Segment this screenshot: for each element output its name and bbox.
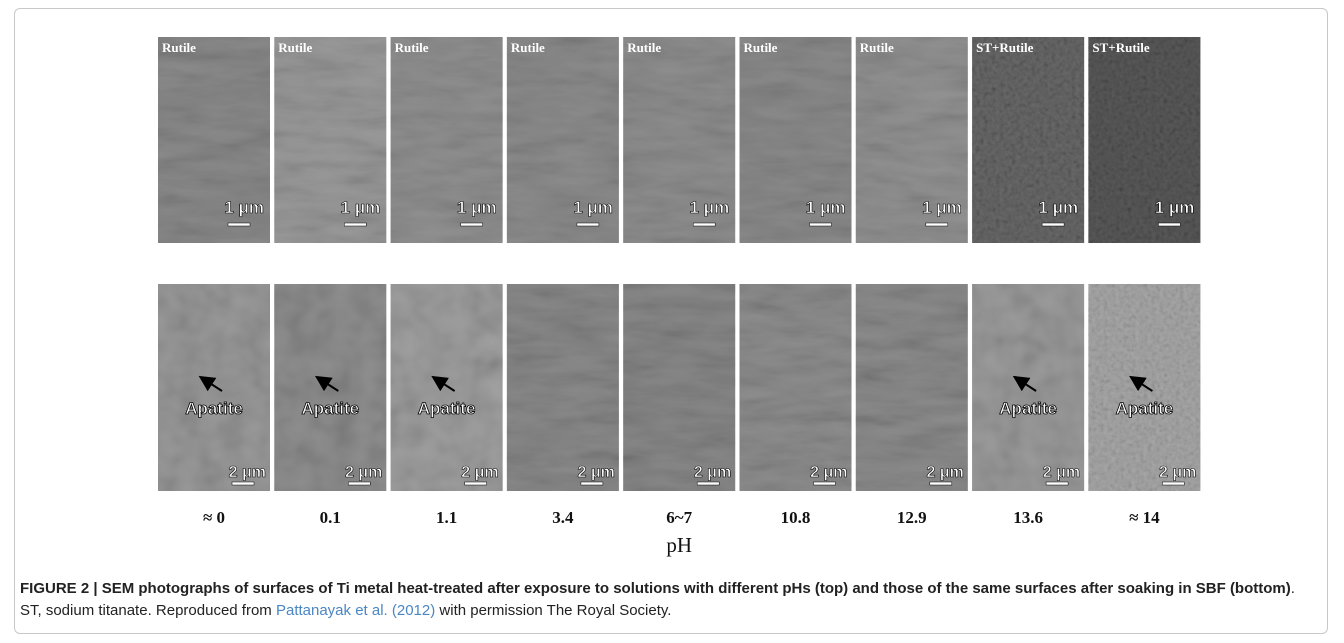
ph-label: 3.4 <box>552 508 574 527</box>
scale-bar <box>464 481 487 486</box>
sem-texture <box>506 37 619 243</box>
scale-label: 2 μm <box>1159 464 1196 481</box>
arrow <box>314 375 339 392</box>
scale-label: 2 μm <box>694 464 731 481</box>
axis-label: pH <box>666 533 692 557</box>
scale-label: 1 μm <box>341 198 381 217</box>
scale-bar <box>809 222 832 227</box>
scale-label: 1 μm <box>224 198 264 217</box>
scale-label: 2 μm <box>578 464 615 481</box>
scale-bar <box>231 481 255 486</box>
figure-frame <box>14 8 1328 634</box>
scale-label: 1 μm <box>806 198 846 217</box>
scale-bar <box>576 222 600 227</box>
scale-bar <box>925 222 949 227</box>
scale-label: 1 μm <box>457 198 497 217</box>
panel-label: Rutile <box>511 40 545 55</box>
sem-texture <box>855 37 968 243</box>
sem-texture <box>274 37 387 243</box>
scale-label: 2 μm <box>229 464 266 481</box>
ph-label: 1.1 <box>436 508 457 527</box>
scale-label: 1 μm <box>689 198 729 217</box>
sem-texture <box>739 284 852 491</box>
ph-label: 13.6 <box>1013 508 1043 527</box>
ph-label: ≈ 0 <box>203 508 225 527</box>
sem-texture <box>506 284 619 491</box>
scale-label: 2 μm <box>810 464 847 481</box>
scale-bar <box>1158 222 1181 227</box>
arrow <box>198 375 223 392</box>
caption-link[interactable]: Pattanayak et al. (2012) <box>275 602 436 619</box>
arrow <box>1129 375 1153 392</box>
scale-bar <box>692 222 716 227</box>
sem-texture <box>158 284 270 491</box>
panel-label: Rutile <box>860 40 894 55</box>
sem-texture <box>623 37 736 243</box>
scale-bar <box>1045 481 1069 486</box>
scale-bar <box>227 222 251 227</box>
scale-label: 1 μm <box>1155 198 1195 217</box>
panel-label: Rutile <box>744 40 778 55</box>
ph-label: 10.8 <box>781 508 811 527</box>
arrow <box>431 375 456 392</box>
caption: FIGURE 2 | SEM photographs of surfaces o… <box>20 578 1320 622</box>
sem-texture <box>855 284 968 491</box>
caption-text: with permission The Royal Society. <box>435 602 672 619</box>
panel-label: Rutile <box>162 40 196 55</box>
panel-label: Rutile <box>627 40 661 55</box>
scale-label: 2 μm <box>461 464 498 481</box>
caption-bold: FIGURE 2 | SEM photographs of surfaces o… <box>20 580 1291 597</box>
sem-texture <box>623 284 736 491</box>
scale-label: 2 μm <box>1043 464 1080 481</box>
caption-text: . ST, sodium titanate. Reproduced from <box>20 580 1295 619</box>
scale-label: 2 μm <box>926 464 963 481</box>
sem-texture <box>274 284 387 491</box>
scale-bar <box>1162 481 1185 486</box>
sem-texture <box>739 37 852 243</box>
annotation: Apatite <box>301 399 359 418</box>
sem-texture <box>158 37 270 243</box>
scale-bar <box>580 481 604 486</box>
ph-label: 6~7 <box>666 508 692 527</box>
annotation: Apatite <box>1116 399 1174 418</box>
scale-bar <box>344 222 367 227</box>
ph-label: ≈ 14 <box>1129 508 1160 527</box>
scale-label: 1 μm <box>573 198 613 217</box>
panel-label: Rutile <box>395 40 429 55</box>
arrow <box>1012 375 1037 392</box>
panel-label: ST+Rutile <box>1092 40 1149 55</box>
scale-bar <box>1041 222 1065 227</box>
scale-label: 1 μm <box>1038 198 1078 217</box>
scale-label: 2 μm <box>345 464 382 481</box>
ph-label: 12.9 <box>897 508 927 527</box>
ph-label: 0.1 <box>320 508 341 527</box>
scale-bar <box>929 481 953 486</box>
scale-bar <box>696 481 720 486</box>
scale-bar <box>460 222 483 227</box>
sem-texture <box>972 284 1085 491</box>
panel-label: ST+Rutile <box>976 40 1033 55</box>
sem-texture <box>1088 37 1201 243</box>
sem-texture <box>972 37 1085 243</box>
annotation: Apatite <box>185 399 243 418</box>
sem-texture <box>1088 284 1201 491</box>
sem-texture <box>390 284 503 491</box>
scale-bar <box>348 481 371 486</box>
scale-bar <box>813 481 836 486</box>
panel-label: Rutile <box>278 40 312 55</box>
sem-texture <box>390 37 503 243</box>
scale-label: 1 μm <box>922 198 962 217</box>
annotation: Apatite <box>999 399 1057 418</box>
figure-image: Rutile 1 μm Rutile 1 μm Rutile 1 μm Rutile 1 μm… <box>158 37 1201 557</box>
annotation: Apatite <box>418 399 476 418</box>
